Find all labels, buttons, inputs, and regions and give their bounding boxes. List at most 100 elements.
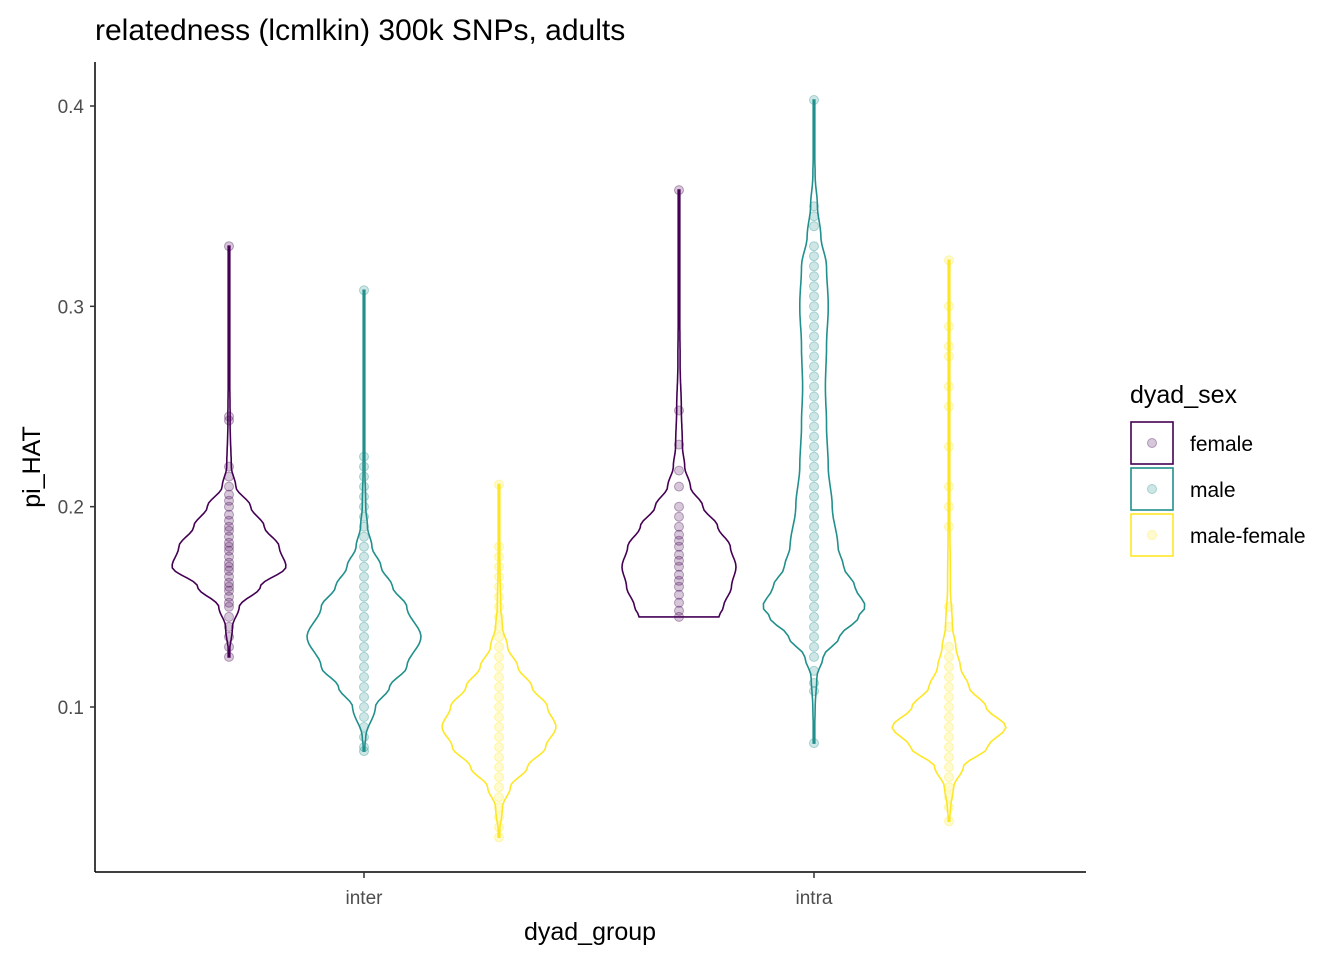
data-point [674, 405, 684, 416]
data-point [494, 541, 504, 552]
data-point [494, 792, 504, 803]
data-point [809, 431, 819, 442]
data-point [674, 581, 684, 592]
data-point [359, 742, 369, 753]
data-point [944, 255, 954, 266]
data-point [809, 331, 819, 342]
data-point [224, 651, 234, 662]
data-point [494, 822, 504, 833]
data-point [224, 541, 234, 552]
violin-inter-male [306, 289, 422, 752]
data-point [224, 641, 234, 652]
data-point [224, 525, 234, 536]
data-point [944, 401, 954, 412]
data-point [494, 762, 504, 773]
data-point [224, 481, 234, 492]
data-point [809, 281, 819, 292]
data-point [944, 521, 954, 532]
data-point [944, 712, 954, 722]
data-point [809, 411, 819, 422]
data-point [224, 591, 234, 602]
data-point [674, 541, 684, 552]
data-point [809, 621, 819, 632]
data-point [224, 471, 234, 482]
data-point [674, 521, 684, 532]
data-point [944, 381, 954, 392]
data-point [224, 571, 234, 582]
data-point [494, 772, 504, 783]
data-point [359, 702, 369, 712]
data-point [944, 641, 954, 652]
data-point [359, 531, 369, 542]
data-point [674, 597, 684, 608]
x-axis-title: dyad_group [524, 918, 656, 946]
data-point [494, 752, 504, 763]
data-point [809, 441, 819, 452]
data-point [224, 545, 234, 556]
data-point [224, 495, 234, 506]
data-point [674, 529, 684, 540]
data-point [944, 501, 954, 512]
data-point [809, 381, 819, 392]
data-point [809, 561, 819, 572]
data-point [359, 722, 369, 732]
y-tick-label: 0.4 [58, 97, 85, 118]
data-point [224, 537, 234, 548]
data-point [359, 651, 369, 662]
data-point [224, 585, 234, 596]
data-point [359, 481, 369, 492]
legend-title: dyad_sex [1130, 381, 1238, 409]
data-point [359, 746, 369, 757]
data-point [944, 816, 954, 827]
data-point [809, 321, 819, 332]
data-point [809, 471, 819, 482]
data-point [674, 439, 684, 450]
data-point [809, 341, 819, 352]
data-point [674, 501, 684, 512]
data-point [809, 491, 819, 502]
data-point [809, 521, 819, 532]
data-point [809, 291, 819, 302]
data-point [674, 569, 684, 580]
data-point [224, 551, 234, 562]
data-point [224, 557, 234, 568]
data-point [809, 211, 819, 222]
legend-label-male-female: male-female [1190, 525, 1306, 548]
data-point [494, 479, 504, 490]
data-point [944, 441, 954, 452]
data-point [944, 682, 954, 692]
data-point [809, 311, 819, 322]
data-point [224, 601, 234, 612]
data-point [809, 591, 819, 602]
data-point [944, 722, 954, 732]
data-point [944, 672, 954, 682]
x-axis-ticks: inter intra [346, 872, 833, 909]
data-point [494, 692, 504, 702]
data-point [359, 601, 369, 612]
legend-key-point [1147, 438, 1157, 448]
data-point [494, 702, 504, 712]
legend: dyad_sex female male male-female [1130, 381, 1306, 557]
data-point [944, 742, 954, 753]
y-axis-title: pi_HAT [18, 426, 46, 508]
data-point [224, 461, 234, 472]
data-point [224, 565, 234, 576]
data-point [809, 371, 819, 382]
data-point [809, 351, 819, 362]
data-point [809, 665, 819, 676]
data-point [359, 461, 369, 472]
y-tick-label: 0.3 [58, 297, 84, 318]
data-point [494, 641, 504, 652]
data-point [944, 321, 954, 332]
chart-title: relatedness (lcmlkin) 300k SNPs, adults [95, 14, 625, 47]
data-point [674, 555, 684, 566]
data-point [359, 571, 369, 582]
data-point [494, 672, 504, 682]
data-point [809, 241, 819, 252]
y-tick-label: 0.2 [58, 498, 84, 519]
data-point [224, 241, 234, 252]
data-point [809, 361, 819, 372]
data-point [809, 451, 819, 462]
x-tick-label: intra [796, 888, 833, 909]
